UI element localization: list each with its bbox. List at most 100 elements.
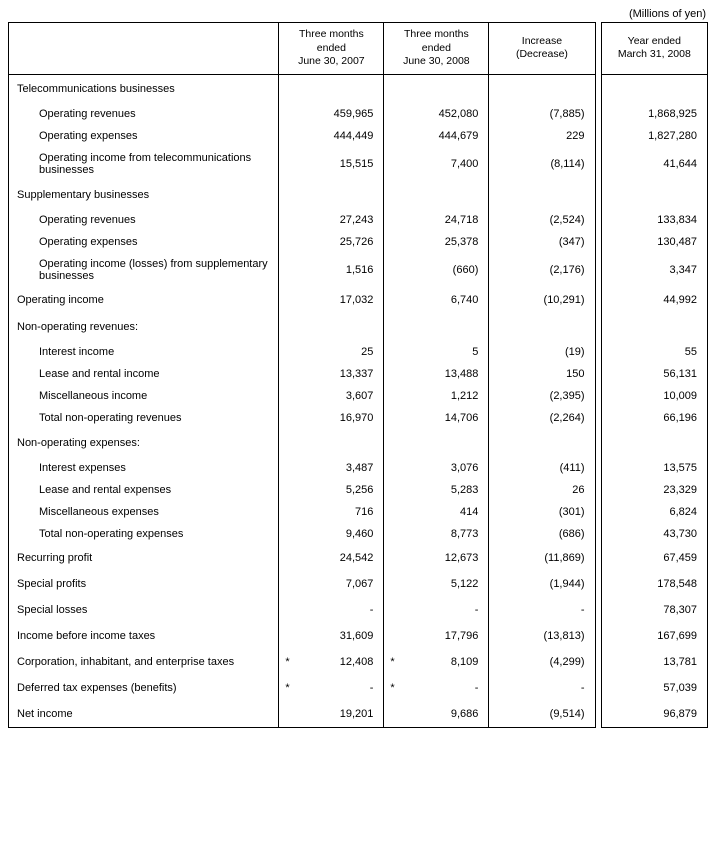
cell-value — [279, 74, 384, 103]
cell-value: 3,607 — [279, 385, 384, 407]
row-label: Operating expenses — [9, 125, 279, 147]
cell-value: (411) — [489, 457, 595, 479]
row-label: Operating income (losses) from supplemen… — [9, 253, 279, 287]
table-row: Operating income (losses) from supplemen… — [9, 253, 708, 287]
table-row: Non-operating revenues: — [9, 313, 708, 341]
cell-value: 716 — [279, 501, 384, 523]
table-row: Income before income taxes31,60917,796(1… — [9, 623, 708, 649]
cell-value — [489, 429, 595, 457]
cell-value: 5,283 — [384, 479, 489, 501]
cell-value: 27,243 — [279, 209, 384, 231]
cell-value: 25 — [279, 341, 384, 363]
cell-value: - — [384, 597, 489, 623]
cell-value — [601, 313, 707, 341]
cell-value: (686) — [489, 523, 595, 545]
cell-value: 17,796 — [384, 623, 489, 649]
row-label: Net income — [9, 701, 279, 728]
cell-value: 3,487 — [279, 457, 384, 479]
row-label: Miscellaneous income — [9, 385, 279, 407]
cell-value: 67,459 — [601, 545, 707, 571]
cell-value: 10,009 — [601, 385, 707, 407]
row-label: Special losses — [9, 597, 279, 623]
cell-value: 7,067 — [279, 571, 384, 597]
cell-value: 31,609 — [279, 623, 384, 649]
row-label: Total non-operating revenues — [9, 407, 279, 429]
cell-value: 24,542 — [279, 545, 384, 571]
cell-value: 25,378 — [384, 231, 489, 253]
cell-value: - — [489, 597, 595, 623]
row-label: Lease and rental income — [9, 363, 279, 385]
cell-value — [601, 181, 707, 209]
cell-value — [279, 429, 384, 457]
table-row: Total non-operating revenues16,97014,706… — [9, 407, 708, 429]
cell-value: (11,869) — [489, 545, 595, 571]
cell-value: (7,885) — [489, 103, 595, 125]
cell-value: (2,264) — [489, 407, 595, 429]
cell-value: - — [279, 597, 384, 623]
cell-value: 3,076 — [384, 457, 489, 479]
cell-value: 44,992 — [601, 287, 707, 313]
table-row: Interest expenses3,4873,076(411)13,575 — [9, 457, 708, 479]
cell-value: 133,834 — [601, 209, 707, 231]
cell-value: 1,827,280 — [601, 125, 707, 147]
table-row: Operating revenues459,965452,080(7,885)1… — [9, 103, 708, 125]
cell-value: 150 — [489, 363, 595, 385]
table-row: Operating income from telecommunications… — [9, 147, 708, 181]
cell-value: 66,196 — [601, 407, 707, 429]
cell-value: 167,699 — [601, 623, 707, 649]
row-label: Operating income — [9, 287, 279, 313]
table-row: Operating expenses444,449444,6792291,827… — [9, 125, 708, 147]
row-label: Deferred tax expenses (benefits) — [9, 675, 279, 701]
cell-value: 459,965 — [279, 103, 384, 125]
table-row: Telecommunications businesses — [9, 74, 708, 103]
cell-value — [601, 429, 707, 457]
cell-value: (660) — [384, 253, 489, 287]
cell-value: 178,548 — [601, 571, 707, 597]
table-row: Operating revenues27,24324,718(2,524)133… — [9, 209, 708, 231]
cell-value: 23,329 — [601, 479, 707, 501]
financial-table-wrapper: (Millions of yen) Three months endedJune… — [8, 8, 708, 728]
table-row: Interest income255(19)55 — [9, 341, 708, 363]
cell-value: 8,773 — [384, 523, 489, 545]
table-row: Lease and rental income13,33713,48815056… — [9, 363, 708, 385]
table-body: Telecommunications businessesOperating r… — [9, 74, 708, 727]
cell-value: - — [279, 675, 384, 701]
table-row: Operating expenses25,72625,378(347)130,4… — [9, 231, 708, 253]
cell-value: 9,460 — [279, 523, 384, 545]
cell-value: 6,740 — [384, 287, 489, 313]
cell-value: 444,679 — [384, 125, 489, 147]
table-row: Special losses---78,307 — [9, 597, 708, 623]
cell-value — [279, 181, 384, 209]
table-row: Net income19,2019,686(9,514)96,879 — [9, 701, 708, 728]
cell-value: 13,781 — [601, 649, 707, 675]
table-row: Recurring profit24,54212,673(11,869)67,4… — [9, 545, 708, 571]
cell-value: 41,644 — [601, 147, 707, 181]
cell-value: 13,575 — [601, 457, 707, 479]
cell-value: (4,299) — [489, 649, 595, 675]
cell-value: - — [384, 675, 489, 701]
row-label: Operating expenses — [9, 231, 279, 253]
cell-value — [489, 313, 595, 341]
header-blank — [9, 23, 279, 75]
cell-value — [489, 74, 595, 103]
row-label: Recurring profit — [9, 545, 279, 571]
cell-value — [279, 313, 384, 341]
unit-label: (Millions of yen) — [8, 8, 708, 20]
header-row: Three months endedJune 30, 2007 Three mo… — [9, 23, 708, 75]
cell-value — [384, 313, 489, 341]
cell-value: (2,395) — [489, 385, 595, 407]
cell-value: 1,212 — [384, 385, 489, 407]
cell-value: 15,515 — [279, 147, 384, 181]
header-col-2: Three months endedJune 30, 2008 — [384, 23, 489, 75]
table-row: Special profits7,0675,122(1,944)178,548 — [9, 571, 708, 597]
table-row: Miscellaneous expenses716414(301)6,824 — [9, 501, 708, 523]
row-label: Income before income taxes — [9, 623, 279, 649]
cell-value: 5,256 — [279, 479, 384, 501]
table-row: Miscellaneous income3,6071,212(2,395) 10,… — [9, 385, 708, 407]
cell-value: 57,039 — [601, 675, 707, 701]
cell-value: 13,337 — [279, 363, 384, 385]
cell-value: 16,970 — [279, 407, 384, 429]
row-label: Non-operating revenues: — [9, 313, 279, 341]
row-label: Total non-operating expenses — [9, 523, 279, 545]
cell-value — [384, 429, 489, 457]
